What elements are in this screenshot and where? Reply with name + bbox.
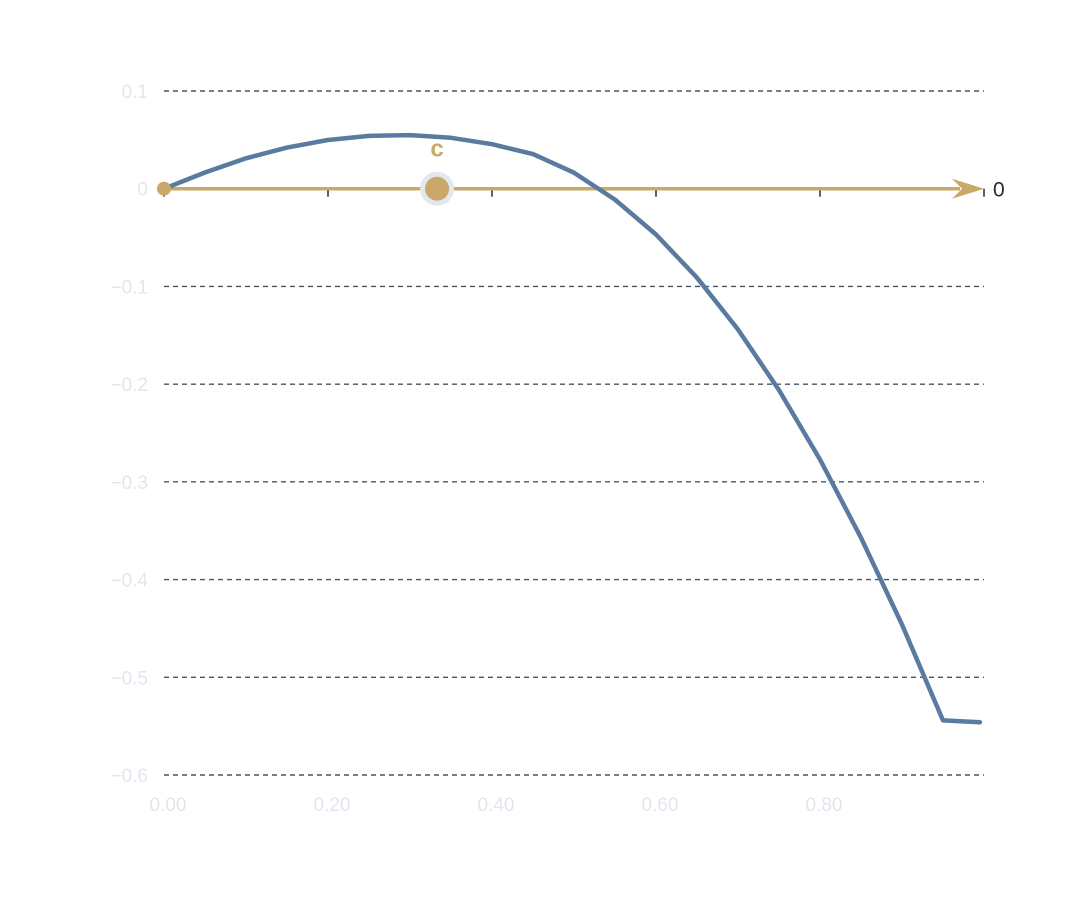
x-tick-label: 0.00 [150,795,187,816]
x-tick-label: 0.20 [314,795,351,816]
x-tick-label: 0.60 [642,795,679,816]
marker-point-c [425,176,450,201]
marker-label: c [430,136,443,163]
y-tick-label: 0.1 [122,82,148,103]
y-tick-labels: 0.1 0 −0.1 −0.2 −0.3 −0.4 −0.5 −0.6 [110,82,148,787]
y-tick-label: −0.5 [110,668,148,689]
y-tick-label: −0.4 [110,571,148,592]
x-tick-label: 0.40 [478,795,515,816]
x-tick-label: 0.80 [806,795,843,816]
axis-arrowhead [952,178,984,199]
axis-end-label: 0 [993,179,1005,202]
y-tick-label: −0.3 [110,473,148,494]
y-tick-label: −0.2 [110,375,148,396]
x-tick-labels: 0.00 0.20 0.40 0.60 0.80 [150,795,843,816]
y-tick-label: −0.6 [110,766,148,787]
series-layer [161,132,983,725]
y-tick-label: −0.1 [110,277,148,298]
origin-point [157,181,171,196]
y-tick-label: 0 [137,180,148,201]
marker-layer: c [157,136,455,206]
grid-layer [164,90,984,776]
series-line [161,132,983,725]
